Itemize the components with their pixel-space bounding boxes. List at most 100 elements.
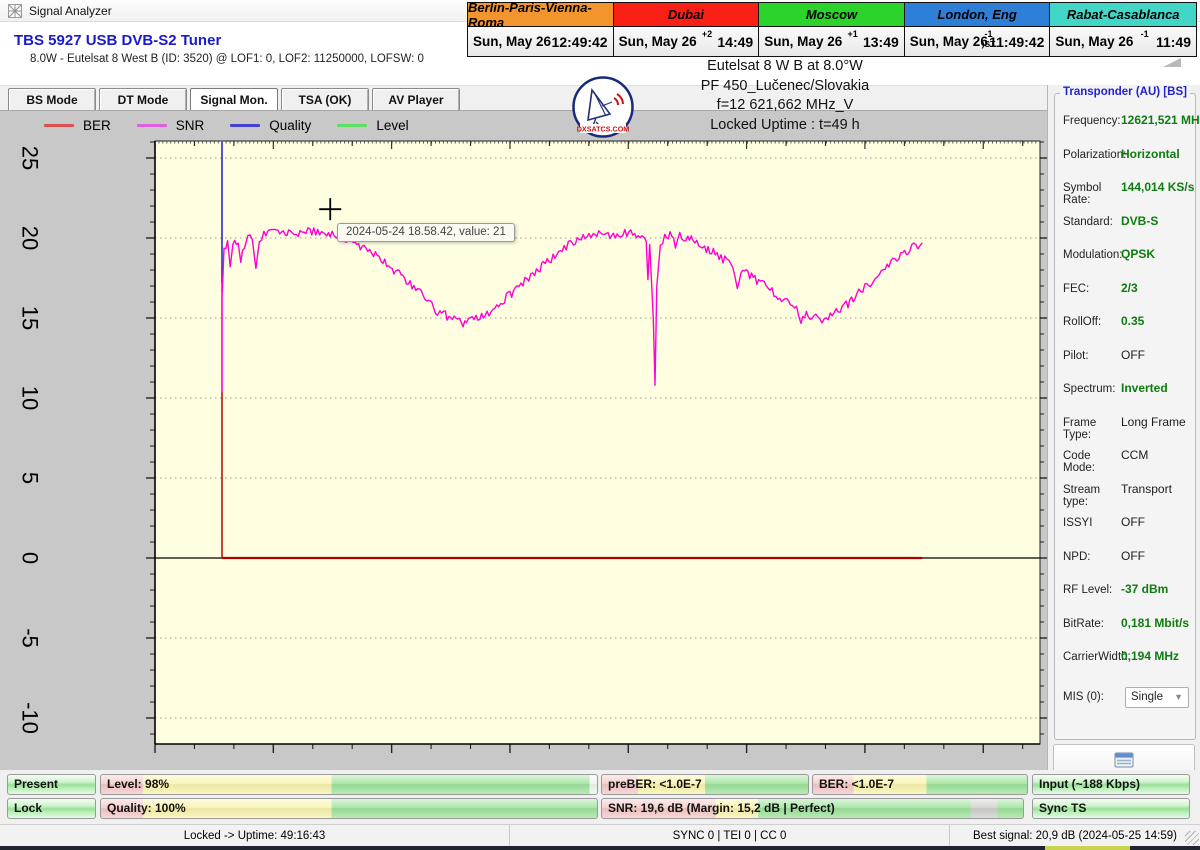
taskbar-sliver [0, 846, 1200, 850]
status-bar: Locked -> Uptime: 49:16:43 SYNC 0 | TEI … [0, 824, 1200, 846]
tp-value: Transport [1121, 481, 1172, 496]
clock-date: Sun, May 26 [618, 34, 697, 49]
tp-label: CarrierWidth: [1063, 651, 1131, 663]
locked-uptime-line: Locked Uptime : t=49 h [710, 116, 860, 133]
tp-row-pilot: Pilot: OFF [1063, 348, 1189, 362]
svg-text:-5: -5 [18, 628, 43, 648]
clock-4: London, Eng Sun, May 26 -1)ST 11:49:42 [904, 3, 1051, 56]
frequency-line: f=12 621,662 MHz_V [716, 97, 854, 113]
clock-2: Dubai Sun, May 26 +2 14:49 [613, 3, 760, 56]
site-name: PF 450_Lučenec/Slovakia [700, 77, 870, 94]
clock-panel-resize-grip[interactable] [1163, 58, 1181, 67]
clock-utc-offset: +2 [701, 29, 713, 39]
tp-label: FEC: [1063, 282, 1090, 295]
tp-row-rf-level: RF Level: -37 dBm [1063, 582, 1189, 596]
reception-header: Eutelsat 8 W B at 8.0°W PF 450_Lučenec/S… [640, 58, 930, 136]
tp-label: Pilot: [1063, 349, 1089, 362]
meter-quality: Quality: 100% [100, 798, 598, 819]
clock-date: Sun, May 26 [1055, 34, 1134, 49]
tp-value: 0,181 Mbit/s [1121, 615, 1190, 630]
legend-label: SNR [175, 118, 205, 133]
legend-item-quality: Quality [230, 118, 311, 133]
legend-item-level: Level [337, 118, 409, 133]
clock-city: London, Eng [904, 3, 1050, 27]
clock-utc-offset: +1 [847, 29, 858, 39]
meter-input-188-kbps: Input (~188 Kbps) [1032, 774, 1190, 795]
tp-value: Horizontal [1121, 146, 1180, 161]
tp-value: OFF [1121, 347, 1145, 362]
transponder-title: Transponder (AU) [BS] [1060, 86, 1190, 98]
tab-dt-mode[interactable]: DT Mode [99, 88, 187, 112]
tp-value: OFF [1121, 515, 1145, 529]
tp-value: CCM [1121, 448, 1149, 462]
svg-text:-10: -10 [18, 702, 43, 734]
clock-city: Dubai [613, 3, 759, 27]
status-uptime: Locked -> Uptime: 49:16:43 [0, 825, 510, 846]
tp-row-fec: FEC: 2/3 [1063, 281, 1189, 295]
chevron-down-icon: ▼ [1174, 692, 1183, 702]
clock-date: Sun, May 26 [764, 34, 843, 49]
clock-3: Moscow Sun, May 26 +1 13:49 [759, 3, 905, 56]
tp-value: 0,194 MHz [1121, 649, 1180, 663]
tab-tsa-ok-[interactable]: TSA (OK) [281, 88, 369, 112]
clock-time: 14:49 [717, 33, 754, 50]
tp-label: Polarization: [1063, 148, 1127, 161]
signal-chart-area: BER SNR Quality Level 25 20 15 10 5 0 -5 -10 2024-… [0, 110, 1047, 771]
tp-value: 2/3 [1121, 280, 1138, 295]
signal-chart[interactable]: 25 20 15 10 5 0 -5 -10 [0, 111, 1047, 771]
meter-level: Level: 98% [100, 774, 598, 795]
legend-label: Quality [269, 118, 312, 133]
mis-select[interactable]: Single ▼ [1125, 686, 1189, 708]
meter-present: Present [7, 774, 96, 795]
tab-signal-mon-[interactable]: Signal Mon. [190, 88, 278, 112]
tp-value: DVB-S [1121, 213, 1159, 228]
tp-label: ISSYI [1063, 517, 1093, 529]
tp-value: OFF [1121, 548, 1145, 563]
mis-row: MIS (0): Single ▼ [1063, 686, 1189, 708]
tp-row-frequency: Frequency: 12621,521 MHz [1063, 113, 1200, 127]
window-title: Signal Analyzer [29, 3, 112, 18]
tp-row-symbol-rate: Symbol Rate: 144,014 KS/s [1063, 180, 1194, 206]
list-window-icon [1114, 752, 1134, 768]
tp-row-standard: Standard: DVB-S [1063, 214, 1189, 228]
tp-row-bitrate: BitRate: 0,181 Mbit/s [1063, 616, 1189, 630]
tp-label: BitRate: [1063, 617, 1104, 630]
tp-row-stream-type: Stream type: Transport [1063, 482, 1189, 508]
svg-text:20: 20 [18, 226, 43, 250]
tp-label: Stream type: [1063, 483, 1101, 508]
chart-tooltip: 2024-05-24 18.58.42, value: 21 [337, 223, 515, 242]
svg-text:0: 0 [18, 552, 43, 564]
tp-label: RF Level: [1063, 584, 1113, 596]
clock-time: 11:49 [1155, 33, 1191, 50]
tp-row-code-mode: Code Mode: CCM [1063, 448, 1189, 474]
tp-row-carrierwidth: CarrierWidth: 0,194 MHz [1063, 649, 1189, 663]
tp-label: Frequency: [1063, 115, 1121, 127]
tp-value: 144,014 KS/s [1121, 180, 1195, 194]
clock-city: Rabat-Casablanca [1050, 3, 1196, 27]
clock-5: Rabat-Casablanca Sun, May 26 -1 11:49 [1050, 3, 1196, 56]
tab-bs-mode[interactable]: BS Mode [8, 88, 96, 112]
transponder-sidebar: Transponder (AU) [BS] Frequency: 12621,52… [1047, 85, 1200, 770]
mis-label: MIS (0): [1063, 691, 1104, 703]
tp-row-npd: NPD: OFF [1063, 549, 1189, 563]
tp-label: NPD: [1063, 550, 1091, 563]
clock-date: Sun, May 26 [909, 34, 988, 49]
tp-label: Frame Type: [1063, 416, 1097, 441]
dxsatcs-logo: DXSATCS.COM [572, 76, 634, 138]
clock-city: Moscow [759, 3, 904, 27]
svg-text:5: 5 [18, 472, 43, 484]
tp-label: Modulation: [1063, 249, 1123, 261]
clock-date: Sun, May 26 [473, 34, 552, 49]
clock-1: Berlin-Paris-Vienna-Roma Sun, May 26 12:49… [468, 0, 614, 56]
meter-ber: BER: <1.0E-7 [812, 774, 1028, 795]
world-clocks-panel: Berlin-Paris-Vienna-Roma Sun, May 26 12:49… [467, 0, 1197, 57]
meter-lock: Lock [7, 798, 96, 819]
tp-row-polarization: Polarization: Horizontal [1063, 147, 1189, 161]
tab-strip: BS Mode DT Mode Signal Mon. TSA (OK) AV Play… [0, 85, 1047, 112]
window-resize-grip[interactable] [1185, 831, 1199, 845]
tp-label: Standard: [1063, 215, 1113, 228]
tuner-name: TBS 5927 USB DVB-S2 Tuner [14, 32, 222, 49]
tab-av-player[interactable]: AV Player [372, 88, 460, 112]
tp-value: 12621,521 MHz [1121, 113, 1200, 127]
